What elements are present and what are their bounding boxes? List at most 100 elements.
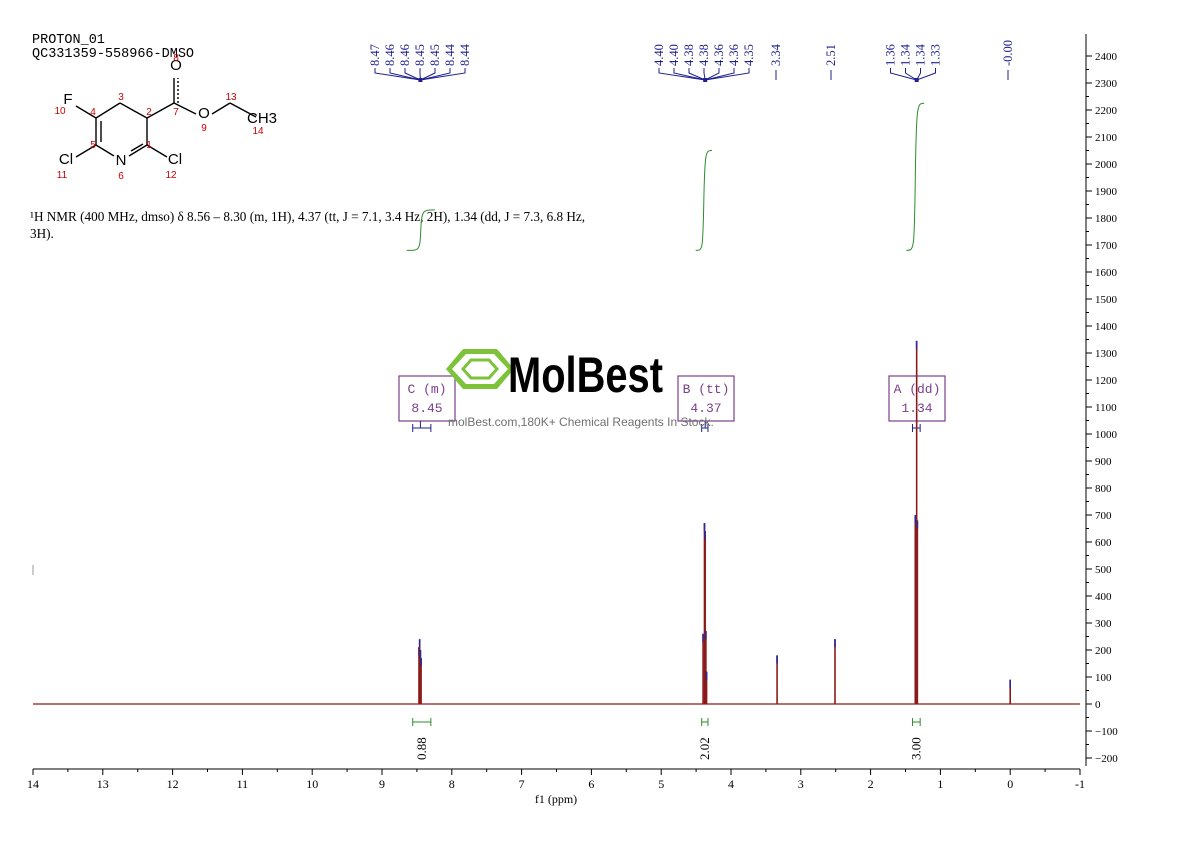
peak-label-leader: [704, 68, 720, 81]
multiplet-box: [398, 375, 456, 422]
atom-number: 9: [201, 123, 207, 134]
multiplet-box: [677, 375, 735, 422]
atom-number: 7: [173, 107, 179, 118]
peak-label: 8.45: [413, 44, 427, 66]
axes: 14 13 12 11 10 9 8 7 6 5 4 3 2 1 0 -1f1 (ppm)2400230022…: [27, 34, 1118, 806]
sample-id: QC331359-558966-DMSO: [32, 47, 194, 62]
integral-value: 0.88: [414, 737, 429, 760]
integral-curve: [906, 102, 925, 251]
molecule-structure: [75, 78, 257, 158]
x-tick-label: 12: [167, 777, 179, 791]
y-tick-label: −200: [1095, 753, 1118, 765]
y-tick-label: 500: [1095, 564, 1112, 576]
atom-number: 5: [90, 140, 96, 151]
atom-number: 1: [146, 140, 152, 151]
peak-label: 4.40: [667, 44, 681, 66]
peak-label: -0.00: [1001, 40, 1015, 66]
y-tick-label: 700: [1095, 510, 1112, 522]
atom-number: 3: [118, 92, 124, 103]
multiplet-shift: 8.45: [411, 401, 442, 416]
peak-label-leader: [890, 68, 917, 81]
peak-label-leader: [705, 68, 735, 81]
peak-label: 4.38: [697, 44, 711, 66]
peak-label: 2.51: [824, 44, 838, 66]
peak-label: 4.38: [682, 44, 696, 66]
nmr-summary-text: ¹H NMR (400 MHz, dmso) δ 8.56 – 8.30 (m,…: [30, 209, 586, 241]
y-tick-label: 1900: [1095, 186, 1118, 198]
y-tick-label: 1100: [1095, 402, 1117, 414]
x-tick-label: 2: [868, 777, 874, 791]
y-tick-label: 1300: [1095, 348, 1118, 360]
y-tick-label: 200: [1095, 645, 1112, 657]
atom-symbol: F: [63, 91, 72, 108]
peak-label-leader: [420, 68, 466, 81]
peak-label: 4.40: [652, 44, 666, 66]
y-tick-label: 2300: [1095, 78, 1118, 90]
peak-label-leader: [404, 68, 421, 81]
x-tick-label: 11: [237, 777, 249, 791]
peak-labels: 8.47 8.46 8.46 8.45 8.45 8.44 8.44 4.40 4.40 4.38…: [368, 40, 1015, 82]
peak-label: 4.36: [727, 44, 741, 66]
y-tick-label: 2100: [1095, 132, 1118, 144]
atom-number: 4: [90, 107, 96, 118]
y-tick-label: 300: [1095, 618, 1112, 630]
y-tick-label: 1500: [1095, 294, 1118, 306]
y-tick-label: 1400: [1095, 321, 1118, 333]
x-tick-label: 0: [1007, 777, 1013, 791]
watermark-tagline: molBest.com,180K+ Chemical Reagents In S…: [448, 415, 714, 429]
peak-label-leader: [905, 68, 917, 81]
peak-label-leader: [916, 68, 921, 81]
y-tick-label: 1600: [1095, 267, 1118, 279]
peak-label: 8.46: [398, 44, 412, 66]
atom-symbol: N: [116, 152, 127, 169]
y-tick-label: 1700: [1095, 240, 1118, 252]
peak-label-leader: [673, 68, 706, 81]
x-tick-label: 1: [937, 777, 943, 791]
nmr-summary-container: ¹H NMR (400 MHz, dmso) δ 8.56 – 8.30 (m,…: [30, 209, 586, 241]
x-tick-label: 7: [519, 777, 525, 791]
peak-label: 1.33: [929, 44, 943, 66]
peak-label-leader: [420, 68, 451, 81]
peak-label: 1.34: [899, 43, 913, 66]
integral-curve: [695, 150, 712, 251]
atom-number: 6: [118, 171, 124, 182]
x-tick-label: 8: [449, 777, 455, 791]
x-tick-label: 5: [658, 777, 664, 791]
peak-label: 8.47: [368, 44, 382, 66]
integral-curve: [406, 209, 435, 251]
spectrum-trace: [32, 340, 1080, 705]
x-tick-label: 9: [379, 777, 385, 791]
peak-label-leader: [703, 68, 706, 81]
peak-label-anchor: [703, 78, 708, 82]
atom-symbol: CH3: [247, 110, 277, 127]
x-tick-label: 10: [306, 777, 318, 791]
peak-label-anchor: [914, 78, 919, 82]
y-tick-label: 1000: [1095, 429, 1118, 441]
y-tick-label: 900: [1095, 456, 1112, 468]
y-tick-label: 600: [1095, 537, 1112, 549]
watermark-brand: MolBest: [508, 347, 663, 403]
y-tick-label: 400: [1095, 591, 1112, 603]
peak-label: 8.44: [443, 43, 457, 66]
y-tick-label: 0: [1095, 699, 1101, 711]
atom-number: 12: [165, 170, 177, 181]
atom-number: 11: [57, 170, 68, 181]
peak-label: 3.34: [769, 43, 783, 66]
atom-number: 10: [54, 106, 66, 117]
x-tick-label: 4: [728, 777, 734, 791]
multiplet-shift: 4.37: [690, 401, 721, 416]
y-tick-label: 1800: [1095, 213, 1118, 225]
y-tick-label: 1200: [1095, 375, 1118, 387]
peak-label: 8.44: [458, 43, 472, 66]
atom-symbol: O: [198, 105, 210, 122]
peak-label-leader: [688, 68, 706, 81]
atom-number: 8: [173, 53, 179, 64]
peak-label-anchor: [418, 78, 423, 82]
y-tick-label: 100: [1095, 672, 1112, 684]
atom-number: 13: [225, 92, 237, 103]
experiment-title: PROTON_01: [32, 33, 105, 48]
peak-label-leader: [374, 68, 421, 81]
atom-symbol: Cl: [59, 151, 73, 168]
atom-symbol: Cl: [168, 151, 182, 168]
